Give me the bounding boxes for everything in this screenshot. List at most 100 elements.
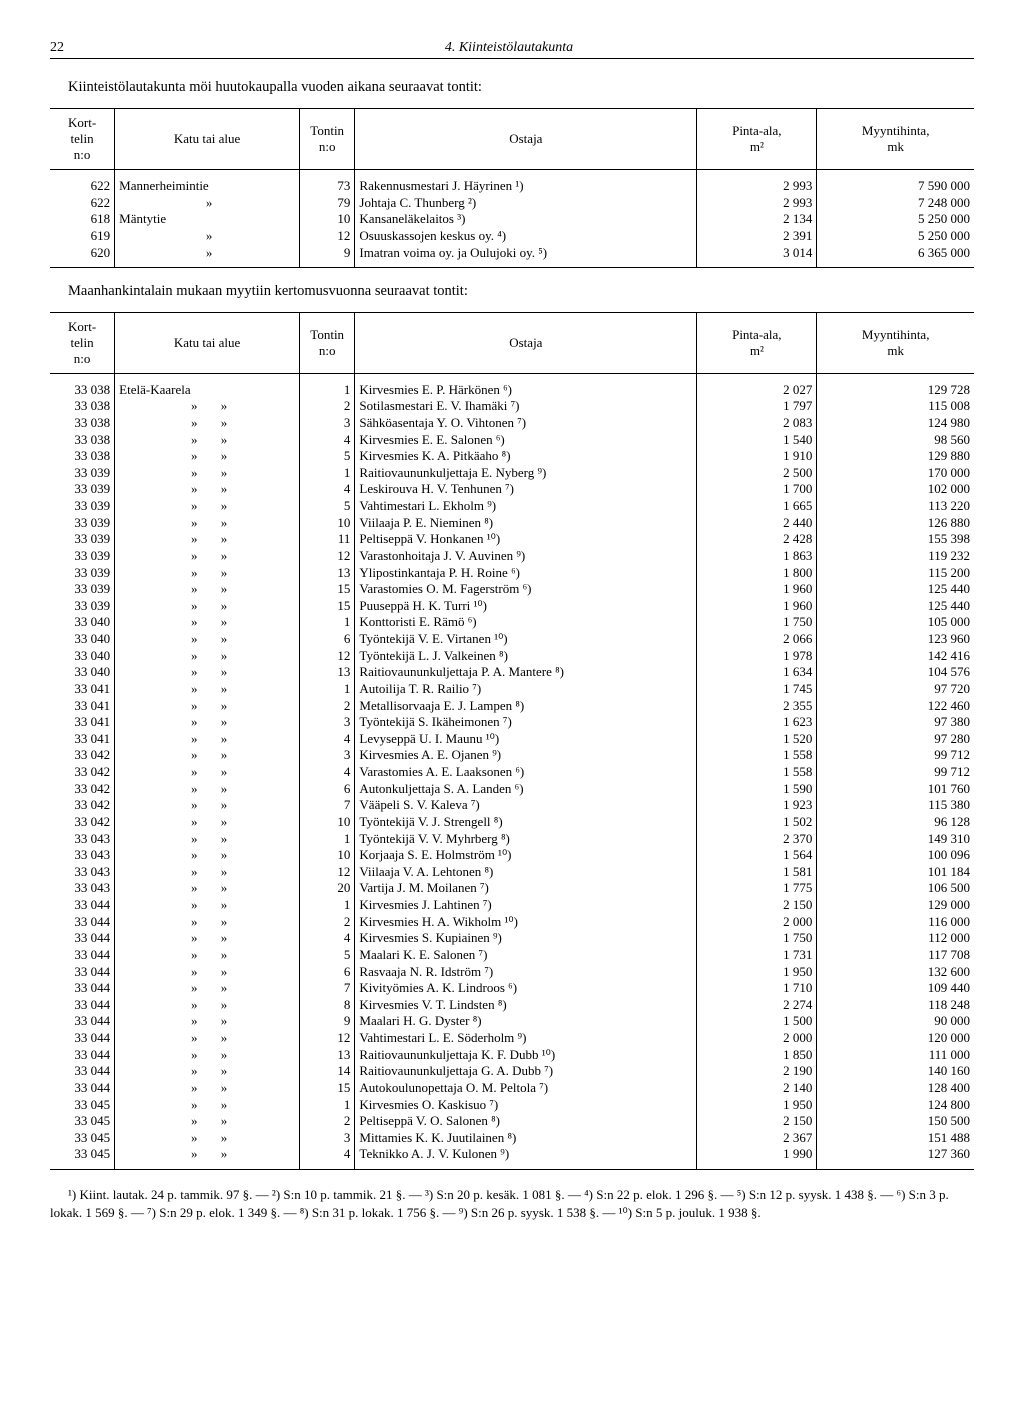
table-cell: Kirvesmies H. A. Wikholm ¹⁰)	[355, 914, 697, 931]
table-cell: Konttoristi E. Rämö ⁶)	[355, 614, 697, 631]
table-cell: 33 039	[50, 498, 115, 515]
table-cell: Työntekijä V. E. Virtanen ¹⁰)	[355, 631, 697, 648]
table-cell: 1 923	[697, 797, 817, 814]
table-cell: 7	[299, 980, 354, 997]
th-katu: Katu tai alue	[115, 312, 300, 373]
table-cell: » »	[115, 415, 300, 432]
table-cell: 1 590	[697, 781, 817, 798]
table-cell: 33 042	[50, 747, 115, 764]
table-cell: » »	[115, 664, 300, 681]
table-cell: » »	[115, 698, 300, 715]
table-row: 33 045» »1Kirvesmies O. Kaskisuo ⁷)1 950…	[50, 1097, 974, 1114]
table-cell: 7 248 000	[817, 195, 974, 212]
table-cell: Korjaaja S. E. Holmström ¹⁰)	[355, 847, 697, 864]
table-cell: 2 993	[697, 195, 817, 212]
table-cell: 14	[299, 1063, 354, 1080]
th-hinta: Myyntihinta, mk	[817, 109, 974, 170]
table-cell: 97 380	[817, 714, 974, 731]
table-cell: 1 710	[697, 980, 817, 997]
table-cell: 73	[299, 170, 354, 195]
th-pinta: Pinta-ala, m²	[697, 312, 817, 373]
table-row: 33 044» »5Maalari K. E. Salonen ⁷)1 7311…	[50, 947, 974, 964]
table-cell: 99 712	[817, 747, 974, 764]
table-cell: 100 096	[817, 847, 974, 864]
table-row: 33 039» »10Viilaaja P. E. Nieminen ⁸)2 4…	[50, 515, 974, 532]
table-row: 33 044» »4Kirvesmies S. Kupiainen ⁹)1 75…	[50, 930, 974, 947]
table-cell: » »	[115, 1146, 300, 1169]
table-cell: » »	[115, 980, 300, 997]
table-cell: Osuuskassojen keskus oy. ⁴)	[355, 228, 697, 245]
table-2-head: Kort- telin n:o Katu tai alue Tontin n:o…	[50, 312, 974, 373]
table-cell: 129 728	[817, 373, 974, 398]
table-cell: » »	[115, 714, 300, 731]
table-cell: 2 150	[697, 1113, 817, 1130]
table-cell: 1 800	[697, 565, 817, 582]
table-cell: 124 980	[817, 415, 974, 432]
table-cell: 1 950	[697, 1097, 817, 1114]
table-cell: 127 360	[817, 1146, 974, 1169]
table-row: 33 041» »3Työntekijä S. Ikäheimonen ⁷)1 …	[50, 714, 974, 731]
table-cell: 622	[50, 170, 115, 195]
table-cell: 1	[299, 897, 354, 914]
table-cell: 619	[50, 228, 115, 245]
table-cell: 4	[299, 731, 354, 748]
table-cell: 33 042	[50, 814, 115, 831]
table-cell: 9	[299, 245, 354, 268]
table-cell: 125 440	[817, 598, 974, 615]
table-cell: 33 039	[50, 565, 115, 582]
table-row: 33 043» »20Vartija J. M. Moilanen ⁷)1 77…	[50, 880, 974, 897]
table-cell: 1	[299, 373, 354, 398]
table-1-head: Kort- telin n:o Katu tai alue Tontin n:o…	[50, 109, 974, 170]
table-row: 33 038» »3Sähköasentaja Y. O. Vihtonen ⁷…	[50, 415, 974, 432]
table-row: 33 040» »13Raitiovaununkuljettaja P. A. …	[50, 664, 974, 681]
table-row: 33 040» »1Konttoristi E. Rämö ⁶)1 750105…	[50, 614, 974, 631]
table-cell: 2 134	[697, 211, 817, 228]
table-cell: 33 044	[50, 947, 115, 964]
table-cell: 101 184	[817, 864, 974, 881]
table-cell: »	[115, 245, 300, 268]
table-cell: 33 045	[50, 1113, 115, 1130]
table-row: 33 043» »10Korjaaja S. E. Holmström ¹⁰)1…	[50, 847, 974, 864]
table-cell: Vääpeli S. V. Kaleva ⁷)	[355, 797, 697, 814]
table-cell: 33 044	[50, 897, 115, 914]
table-cell: Työntekijä L. J. Valkeinen ⁸)	[355, 648, 697, 665]
table-cell: » »	[115, 631, 300, 648]
table-row: 33 044» »8Kirvesmies V. T. Lindsten ⁸)2 …	[50, 997, 974, 1014]
table-cell: 142 416	[817, 648, 974, 665]
table-cell: Kirvesmies S. Kupiainen ⁹)	[355, 930, 697, 947]
th-hinta: Myyntihinta, mk	[817, 312, 974, 373]
table-cell: 622	[50, 195, 115, 212]
table-cell: 33 044	[50, 1063, 115, 1080]
table-row: 33 042» »4Varastomies A. E. Laaksonen ⁶)…	[50, 764, 974, 781]
table-cell: 12	[299, 864, 354, 881]
table-cell: » »	[115, 565, 300, 582]
table-cell: 151 488	[817, 1130, 974, 1147]
section1-intro: Kiinteistölautakunta möi huutokaupalla v…	[50, 79, 974, 96]
table-cell: 1	[299, 831, 354, 848]
table-cell: 2 500	[697, 465, 817, 482]
table-cell: 104 576	[817, 664, 974, 681]
table-row: 33 045» »4Teknikko A. J. V. Kulonen ⁹)1 …	[50, 1146, 974, 1169]
table-cell: Johtaja C. Thunberg ²)	[355, 195, 697, 212]
table-cell: 6	[299, 631, 354, 648]
table-cell: 1 750	[697, 930, 817, 947]
table-cell: Autokoulunopettaja O. M. Peltola ⁷)	[355, 1080, 697, 1097]
table-cell: » »	[115, 930, 300, 947]
table-cell: 12	[299, 548, 354, 565]
table-cell: 33 041	[50, 681, 115, 698]
table-cell: 79	[299, 195, 354, 212]
table-cell: Kirvesmies V. T. Lindsten ⁸)	[355, 997, 697, 1014]
table-cell: 120 000	[817, 1030, 974, 1047]
table-cell: Mittamies K. K. Juutilainen ⁸)	[355, 1130, 697, 1147]
table-cell: » »	[115, 548, 300, 565]
table-cell: 15	[299, 598, 354, 615]
table-row: 33 038» »5Kirvesmies K. A. Pitkäaho ⁸)1 …	[50, 448, 974, 465]
table-row: 33 042» »3Kirvesmies A. E. Ojanen ⁹)1 55…	[50, 747, 974, 764]
table-cell: 1 665	[697, 498, 817, 515]
table-cell: 33 039	[50, 515, 115, 532]
table-cell: 1 850	[697, 1047, 817, 1064]
table-cell: 2 190	[697, 1063, 817, 1080]
table-cell: Kirvesmies O. Kaskisuo ⁷)	[355, 1097, 697, 1114]
table-cell: 2 000	[697, 1030, 817, 1047]
table-cell: 2 370	[697, 831, 817, 848]
